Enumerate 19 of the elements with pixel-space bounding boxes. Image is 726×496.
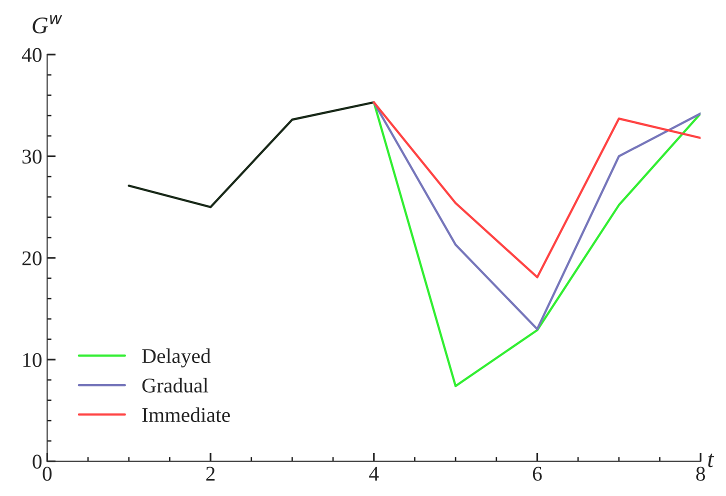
y-tick-label: 30 bbox=[22, 150, 42, 164]
line-series bbox=[372, 101, 701, 278]
x-tick-label: 0 bbox=[42, 466, 52, 481]
x-tick-label: 8 bbox=[696, 466, 706, 481]
y-tick-label: 0 bbox=[32, 454, 42, 469]
line-series bbox=[372, 101, 701, 330]
line-series bbox=[128, 101, 375, 208]
x-axis-title: t bbox=[708, 454, 714, 468]
legend-label: Immediate bbox=[142, 407, 230, 422]
legend-label: Gradual bbox=[142, 378, 208, 393]
y-tick-label: 20 bbox=[22, 251, 42, 266]
line-series bbox=[372, 101, 701, 388]
legend-label: Delayed bbox=[142, 348, 211, 368]
y-tick-label: 40 bbox=[22, 48, 42, 62]
x-tick-label: 2 bbox=[206, 466, 215, 481]
y-tick-label: 10 bbox=[23, 352, 42, 368]
x-tick-label: 4 bbox=[369, 466, 379, 481]
y-axis-title: G$^{w}$ bbox=[32, 15, 62, 34]
x-tick-label: 6 bbox=[532, 466, 542, 481]
